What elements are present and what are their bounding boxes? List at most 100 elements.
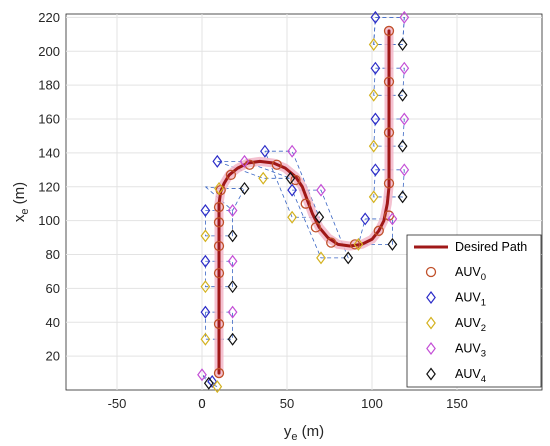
y-axis-label-unit: (m) xyxy=(11,182,28,209)
auv3-point xyxy=(239,154,250,168)
auv2-point xyxy=(214,181,224,195)
legend-auv1-marker xyxy=(426,291,436,304)
legend-auv3-marker xyxy=(426,342,436,355)
y-axis-label: xe (m) xyxy=(11,182,31,222)
auv1-point xyxy=(200,305,211,319)
auv3-point xyxy=(227,305,238,319)
auv0-point xyxy=(383,178,395,189)
auv2-point xyxy=(212,380,223,394)
auv0-point xyxy=(213,267,225,279)
auv2-point xyxy=(200,229,211,243)
auv4-point xyxy=(203,376,214,390)
auv0-point xyxy=(213,240,225,252)
auv4-point xyxy=(314,210,325,224)
y-tick-label: 160 xyxy=(38,112,60,127)
auv0-point xyxy=(225,169,237,181)
auv2-point xyxy=(368,190,379,204)
formation-link xyxy=(264,150,320,218)
auv4-point xyxy=(227,229,238,243)
legend-auv4-label: AUV4 xyxy=(455,367,486,385)
auv3-point xyxy=(387,212,398,226)
x-tick-label: -50 xyxy=(108,396,127,411)
auv3-point xyxy=(399,163,410,177)
desired-path-line xyxy=(217,29,391,375)
formation-link xyxy=(373,16,405,45)
formation-link xyxy=(373,118,405,147)
formation-link xyxy=(357,218,393,245)
x-tick-label: 100 xyxy=(361,396,383,411)
y-tick-labels: 20 40 60 80 100 120 140 160 180 200 220 xyxy=(38,10,60,364)
auv3-point xyxy=(197,368,207,382)
auv2-point xyxy=(368,37,379,51)
y-tick-label: 120 xyxy=(38,179,60,194)
auv4-point xyxy=(239,181,250,195)
x-axis-label-unit: (m) xyxy=(297,423,324,440)
auv0-point xyxy=(271,159,282,170)
auv2-point xyxy=(368,139,379,153)
auv3-point xyxy=(399,61,410,75)
auv2-point xyxy=(200,332,211,346)
auv4-point xyxy=(387,237,398,251)
auv-markers xyxy=(197,10,410,394)
auv0-point xyxy=(326,237,337,248)
auv2-point xyxy=(258,171,269,185)
auv3-point xyxy=(399,112,410,126)
auv2-point xyxy=(368,88,379,102)
x-tick-label: 50 xyxy=(280,396,294,411)
legend-auv-items: AUV0 AUV1 AUV2 AUV3 AUV4 xyxy=(425,265,486,385)
legend-auv4-marker xyxy=(426,367,436,381)
auv4-point xyxy=(397,37,408,51)
legend: Desired Path AUV0 AUV1 AUV2 AUV3 AUV4 xyxy=(406,234,542,388)
auv1-point xyxy=(370,163,381,177)
auv0-point xyxy=(213,367,225,379)
auv4-point xyxy=(397,190,408,204)
y-tick-label: 180 xyxy=(38,78,60,93)
auv4-point xyxy=(343,251,354,265)
auv1-point xyxy=(360,212,371,226)
auv3-point xyxy=(227,254,238,268)
auv1-point xyxy=(260,144,270,158)
formation-link xyxy=(204,210,234,237)
auv4-point xyxy=(285,171,296,185)
auv3-point xyxy=(316,183,326,197)
x-axis-label-main: y xyxy=(284,423,292,440)
y-tick-label: 60 xyxy=(46,281,60,296)
x-tick-label: 0 xyxy=(198,396,205,411)
auv0-point xyxy=(373,225,384,236)
auv1-point xyxy=(212,154,223,168)
auv4-point xyxy=(227,332,238,346)
y-tick-label: 40 xyxy=(46,315,60,330)
auv1-point xyxy=(287,183,297,197)
auv2-point xyxy=(316,251,326,265)
auv2-point xyxy=(200,280,211,294)
auv0-point xyxy=(349,239,361,250)
auv3-point xyxy=(227,203,238,217)
auv3-point xyxy=(287,144,297,158)
auv0-point xyxy=(213,318,225,330)
auv3-point xyxy=(399,10,410,24)
auv4-point xyxy=(397,88,408,102)
y-tick-label: 140 xyxy=(38,145,60,160)
auv4-point xyxy=(397,139,408,153)
legend-auv0-label: AUV0 xyxy=(455,265,486,283)
y-tick-label: 220 xyxy=(38,10,60,25)
auv1-point xyxy=(370,61,381,75)
y-tick-label: 20 xyxy=(46,349,60,364)
auv1-point xyxy=(370,112,381,126)
formation-link xyxy=(204,260,234,288)
x-axis-label: ye (m) xyxy=(284,423,324,443)
auv1-point xyxy=(207,375,218,389)
auv1-point xyxy=(200,203,211,217)
desired-path xyxy=(214,26,394,378)
auv0-point xyxy=(300,198,311,209)
auv0-point xyxy=(244,159,255,170)
auv0-point xyxy=(310,222,322,233)
auv2-point xyxy=(353,237,364,251)
y-tick-label: 200 xyxy=(38,44,60,59)
auv0-point xyxy=(383,127,395,138)
legend-auv2-label: AUV2 xyxy=(455,316,486,334)
y-tick-label: 80 xyxy=(46,247,60,262)
auv0-point xyxy=(383,25,395,37)
formation-link xyxy=(373,67,405,96)
